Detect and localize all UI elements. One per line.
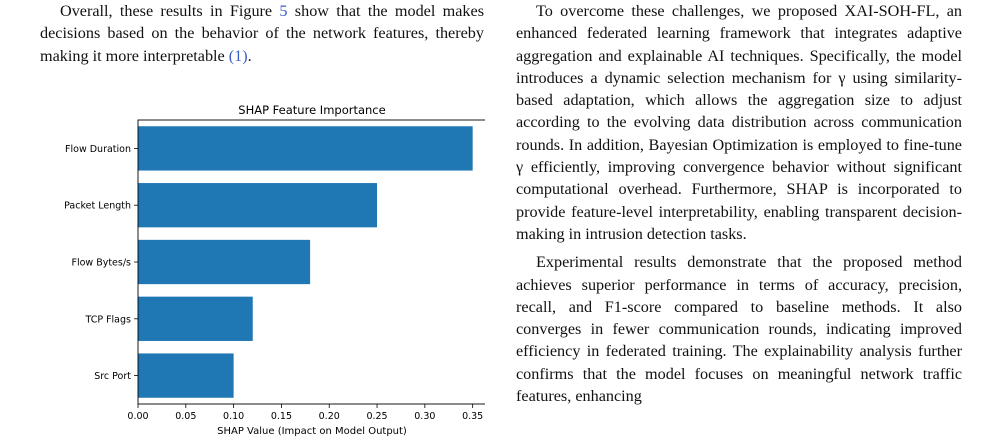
x-tick-group: 0.00 0.05 0.10 0.15 0.20 0.25 0.30 0.35 [127,404,483,422]
bar-packet-length [138,183,378,228]
x-tick-label: 0.10 [223,411,244,422]
y-tick-label: TCP Flags [84,314,131,325]
y-tick-label: Packet Length [64,201,131,212]
left-paragraph: Overall, these results in Figure 5 show … [40,0,484,67]
x-axis-label: SHAP Value (Impact on Model Output) [217,426,407,437]
shap-figure: SHAP Feature Importance Flow Duration Pac… [25,100,485,440]
bar-flow-duration [138,126,473,171]
bars-group [138,126,473,398]
x-tick-label: 0.35 [462,411,483,422]
shap-bar-chart: SHAP Feature Importance Flow Duration Pac… [64,103,485,437]
paragraph-text: show that the model makes decisions base… [40,2,485,65]
bar-flow-bytes-s [138,239,311,285]
bar-tcp-flags [138,296,253,341]
figure-reference-link[interactable]: 5 [279,2,288,20]
y-tick-label: Flow Bytes/s [71,258,131,269]
x-tick-label: 0.15 [271,411,292,422]
right-column: To overcome these challenges, we propose… [516,0,962,407]
x-tick-label: 0.30 [414,411,435,422]
paragraph-text: Overall, these results in Figure [60,2,280,20]
paragraph-text: . [247,46,252,65]
right-paragraph-2: Experimental results demonstrate that th… [516,253,962,406]
x-tick-label: 0.00 [127,411,148,422]
y-tick-labels: Flow Duration Packet Length Flow Bytes/s TC… [64,144,138,382]
chart-title: SHAP Feature Importance [238,103,385,117]
bar-src-port [138,353,234,398]
left-column: Overall, these results in Figure 5 show … [40,0,484,67]
x-tick-label: 0.05 [175,411,196,422]
y-tick-label: Src Port [94,371,131,382]
x-tick-label: 0.25 [366,411,387,422]
right-paragraph-1: To overcome these challenges, we propose… [516,2,962,243]
y-tick-label: Flow Duration [65,144,131,155]
citation-link[interactable]: (1) [228,46,248,65]
x-tick-label: 0.20 [319,411,340,422]
plot-frame [137,119,485,405]
